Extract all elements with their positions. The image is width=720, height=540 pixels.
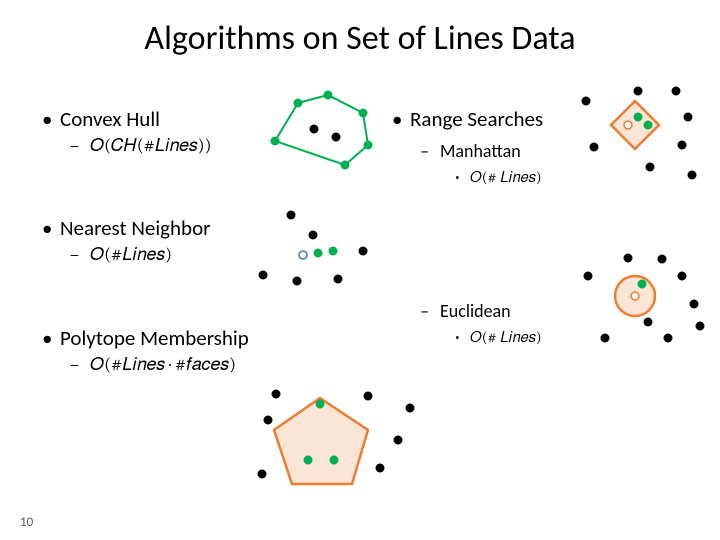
bullet-convex-hull: Convex Hull [60,106,160,132]
complexity-convex-hull: 𝑂(𝐶𝐻(#𝐿𝑖𝑛𝑒𝑠)) [90,135,212,156]
figure-convex-hull [250,85,380,175]
bullet-range-searches: Range Searches [410,106,543,132]
complexity-manhattan: 𝑂(# 𝐿𝑖𝑛𝑒𝑠) [470,168,542,186]
figure-nearest-neighbor [253,205,383,295]
complexity-nearest-neighbor: 𝑂(#𝐿𝑖𝑛𝑒𝑠) [90,244,172,265]
figure-manhattan [580,85,710,185]
bullet-nearest-neighbor: Nearest Neighbor [60,215,211,241]
bullet-euclidean: Euclidean [440,300,511,322]
figure-euclidean [580,254,710,364]
complexity-euclidean: 𝑂(# 𝐿𝑖𝑛𝑒𝑠) [470,328,542,346]
bullet-manhattan: Manhattan [440,140,521,162]
slide-title: Algorithms on Set of Lines Data [0,18,720,59]
figure-polytope [260,390,430,500]
page-number: 10 [20,515,33,530]
complexity-polytope-membership: 𝑂(#𝐿𝑖𝑛𝑒𝑠 · #𝑓𝑎𝑐𝑒𝑠) [90,354,236,375]
bullet-polytope-membership: Polytope Membership [60,325,249,351]
